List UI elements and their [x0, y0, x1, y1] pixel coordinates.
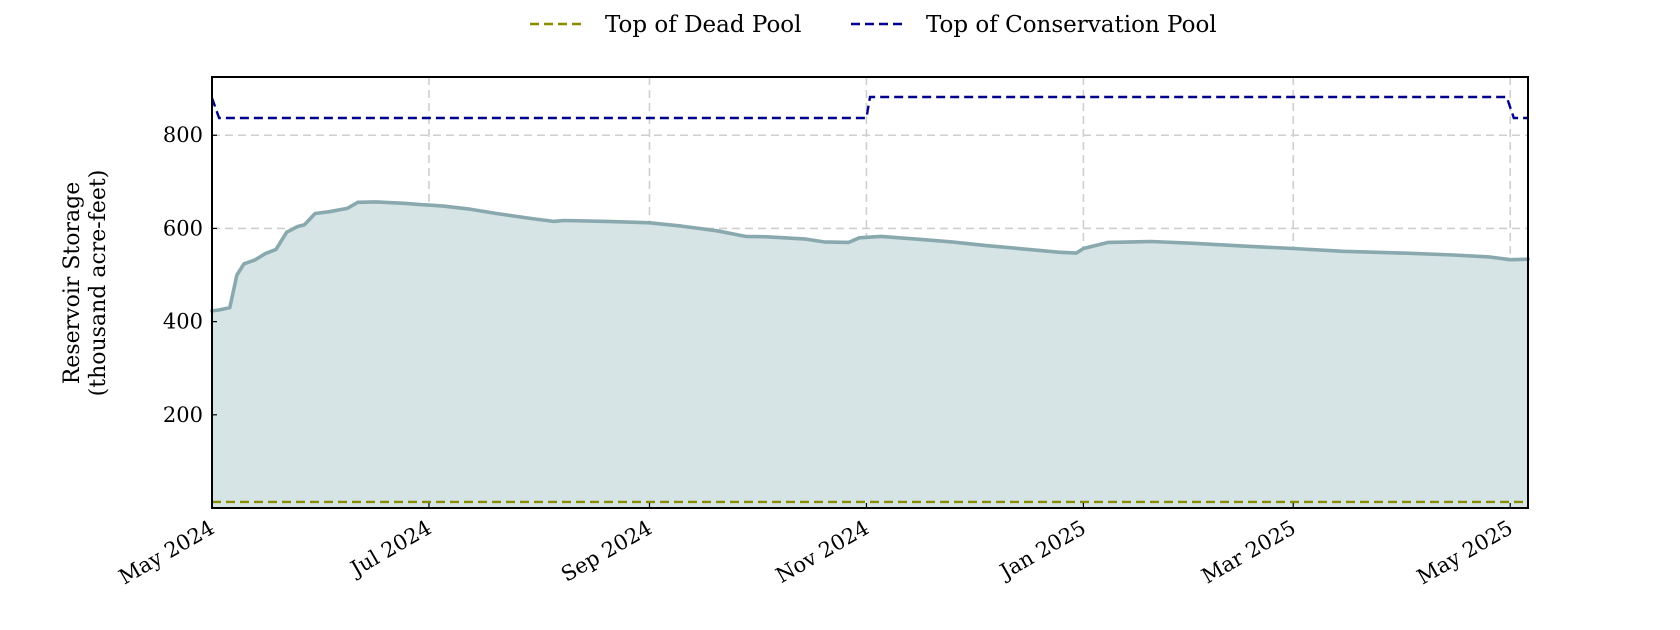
storage-line	[210, 200, 1530, 313]
y-tick-label-2: 600	[163, 216, 203, 240]
y-axis-label-line-2: (thousand acre-feet)	[86, 170, 111, 397]
y-tick-label-1: 400	[163, 310, 203, 334]
x-tick-label-6: May 2025	[1413, 516, 1517, 590]
legend-label-dead-pool: Top of Dead Pool	[605, 12, 802, 38]
x-tick-label-5: Mar 2025	[1198, 516, 1300, 589]
plot-frame	[211, 76, 1529, 509]
y-axis-label-line-1: Reservoir Storage	[60, 182, 85, 385]
x-tick-label-2: Sep 2024	[557, 516, 656, 587]
x-tick-label-0: May 2024	[115, 516, 219, 590]
y-tick-label-3: 800	[163, 123, 203, 147]
legend: Top of Dead Pool Top of Conservation Poo…	[530, 12, 1217, 38]
x-tick-label-1: Jul 2024	[345, 516, 436, 582]
legend-label-conservation-pool: Top of Conservation Pool	[926, 12, 1217, 38]
x-tick-label-3: Nov 2024	[772, 516, 873, 588]
storage-area-fill	[212, 201, 1528, 508]
plot-area: 200 400 600 800 May 2024 Jul 2024 Sep 2024 Nov …	[115, 76, 1530, 590]
y-tick-label-0: 200	[163, 403, 203, 427]
x-tick-label-4: Jan 2025	[994, 516, 1090, 585]
conservation-pool-line	[210, 95, 1528, 120]
y-axis-label: Reservoir Storage (thousand acre-feet)	[60, 170, 111, 397]
